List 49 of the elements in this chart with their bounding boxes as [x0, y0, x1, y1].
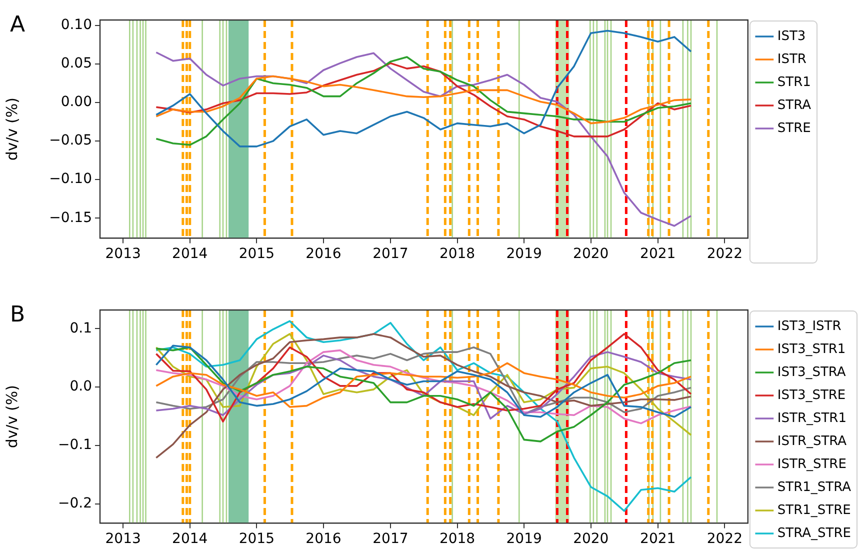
- x-tick-label: 2017: [372, 531, 408, 548]
- legend-label: IST3_STRA: [777, 364, 846, 380]
- chart-title: A: [10, 12, 26, 38]
- x-tick-label: 2016: [306, 531, 342, 548]
- x-tick-label: 2013: [105, 246, 141, 262]
- legend-label: STR1_STRE: [777, 502, 851, 518]
- y-tick-label: −0.1: [58, 437, 92, 454]
- legend-label: STR1: [777, 74, 811, 90]
- legend-label: ISTR: [777, 52, 806, 67]
- x-tick-label: 2014: [172, 246, 208, 262]
- x-tick-label: 2016: [306, 246, 342, 262]
- legend-label: ISTR_STRE: [777, 456, 846, 472]
- y-tick-label: −0.05: [49, 132, 92, 149]
- legend-label: STRA: [777, 98, 812, 113]
- x-tick-label: 2014: [172, 531, 208, 548]
- x-tick-label: 2015: [238, 531, 274, 548]
- x-tick-label: 2022: [706, 246, 742, 262]
- y-tick-label: −0.10: [49, 171, 92, 188]
- legend-label: STRA_STRE: [777, 526, 851, 541]
- x-tick-label: 2022: [706, 531, 742, 548]
- y-tick-label: 0.0: [70, 378, 92, 395]
- x-tick-label: 2019: [506, 531, 542, 548]
- x-tick-label: 2013: [105, 531, 141, 548]
- y-tick-label: −0.2: [58, 496, 92, 512]
- legend-label: IST3_ISTR: [777, 318, 842, 334]
- y-axis-title: dv/v (%): [2, 385, 21, 448]
- y-tick-label: 0.1: [70, 320, 92, 336]
- y-tick-label: 0.00: [60, 94, 92, 110]
- x-tick-label: 2020: [573, 531, 609, 548]
- x-tick-label: 2019: [506, 246, 542, 262]
- y-tick-label: 0.05: [60, 56, 92, 72]
- y-axis-title: dv/v (%): [2, 98, 21, 161]
- legend-label: STR1_STRA: [777, 480, 852, 495]
- x-tick-label: 2021: [640, 246, 676, 262]
- x-tick-label: 2020: [573, 246, 609, 262]
- x-tick-label: 2018: [439, 246, 476, 262]
- legend-label: STRE: [777, 120, 811, 136]
- legend-label: IST3: [777, 28, 806, 44]
- x-tick-label: 2021: [640, 531, 676, 548]
- chart-title: B: [10, 302, 26, 328]
- y-tick-label: 0.10: [60, 17, 92, 34]
- legend-label: ISTR_STR1: [777, 410, 846, 426]
- x-tick-label: 2015: [238, 246, 274, 262]
- x-tick-label: 2018: [439, 531, 476, 548]
- legend-label: IST3_STR1: [777, 342, 846, 357]
- legend-label: ISTR_STRA: [777, 434, 847, 449]
- x-tick-label: 2017: [372, 246, 408, 262]
- legend-label: IST3_STRE: [777, 388, 846, 403]
- y-tick-label: −0.15: [49, 210, 92, 226]
